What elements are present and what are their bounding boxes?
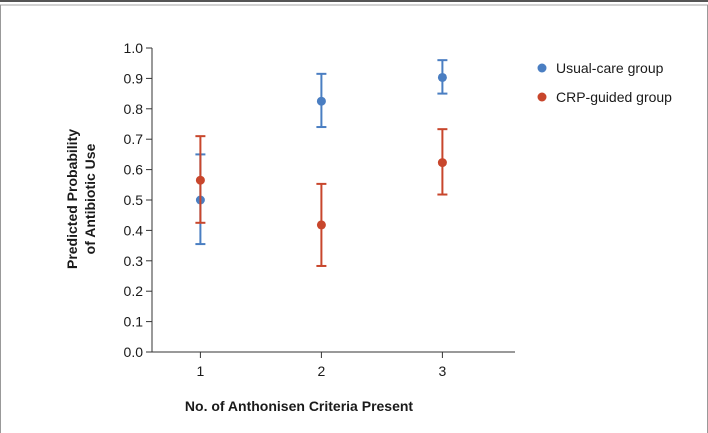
legend-label-usual-care: Usual-care group <box>556 60 664 76</box>
data-point-crp-guided-group <box>316 220 326 230</box>
y-axis-label: Predicted Probability of Antibiotic Use <box>64 129 98 269</box>
data-point-usual-care-group <box>316 96 326 106</box>
data-point-usual-care-group <box>437 72 447 82</box>
y-tick-label: 0.2 <box>124 283 144 299</box>
x-tick-label: 2 <box>318 363 326 379</box>
legend-label-crp-guided: CRP-guided group <box>556 89 672 105</box>
x-tick-label: 3 <box>439 363 447 379</box>
y-tick-label: 0.9 <box>124 70 144 86</box>
plot-area: 0.0 0.1 0.2 0.3 0.4 0.5 0.6 0.7 0.8 0.9 1.0 1 2 3 <box>124 40 515 379</box>
y-tick-label: 0.0 <box>124 344 144 360</box>
y-tick-label: 0.5 <box>124 192 144 208</box>
y-tick-label: 0.1 <box>124 314 144 330</box>
x-tick-label: 1 <box>197 363 205 379</box>
data-point-crp-guided-group <box>437 158 447 168</box>
y-tick-label: 0.7 <box>124 131 144 147</box>
y-axis-label-line-1: Predicted Probability <box>64 129 80 269</box>
y-tick-label: 0.8 <box>124 101 144 117</box>
data-point-crp-guided-group <box>195 175 205 185</box>
y-tick-label: 0.3 <box>124 253 144 269</box>
x-axis-label: No. of Anthonisen Criteria Present <box>185 398 414 414</box>
y-axis-label-line-2: of Antibiotic Use <box>82 143 98 254</box>
y-tick-label: 0.4 <box>124 222 144 238</box>
legend-marker-crp-guided <box>537 92 547 102</box>
legend: Usual-care group CRP-guided group <box>537 60 672 105</box>
legend-marker-usual-care <box>537 63 547 73</box>
y-tick-label: 0.6 <box>124 162 144 178</box>
y-tick-label: 1.0 <box>124 40 144 56</box>
